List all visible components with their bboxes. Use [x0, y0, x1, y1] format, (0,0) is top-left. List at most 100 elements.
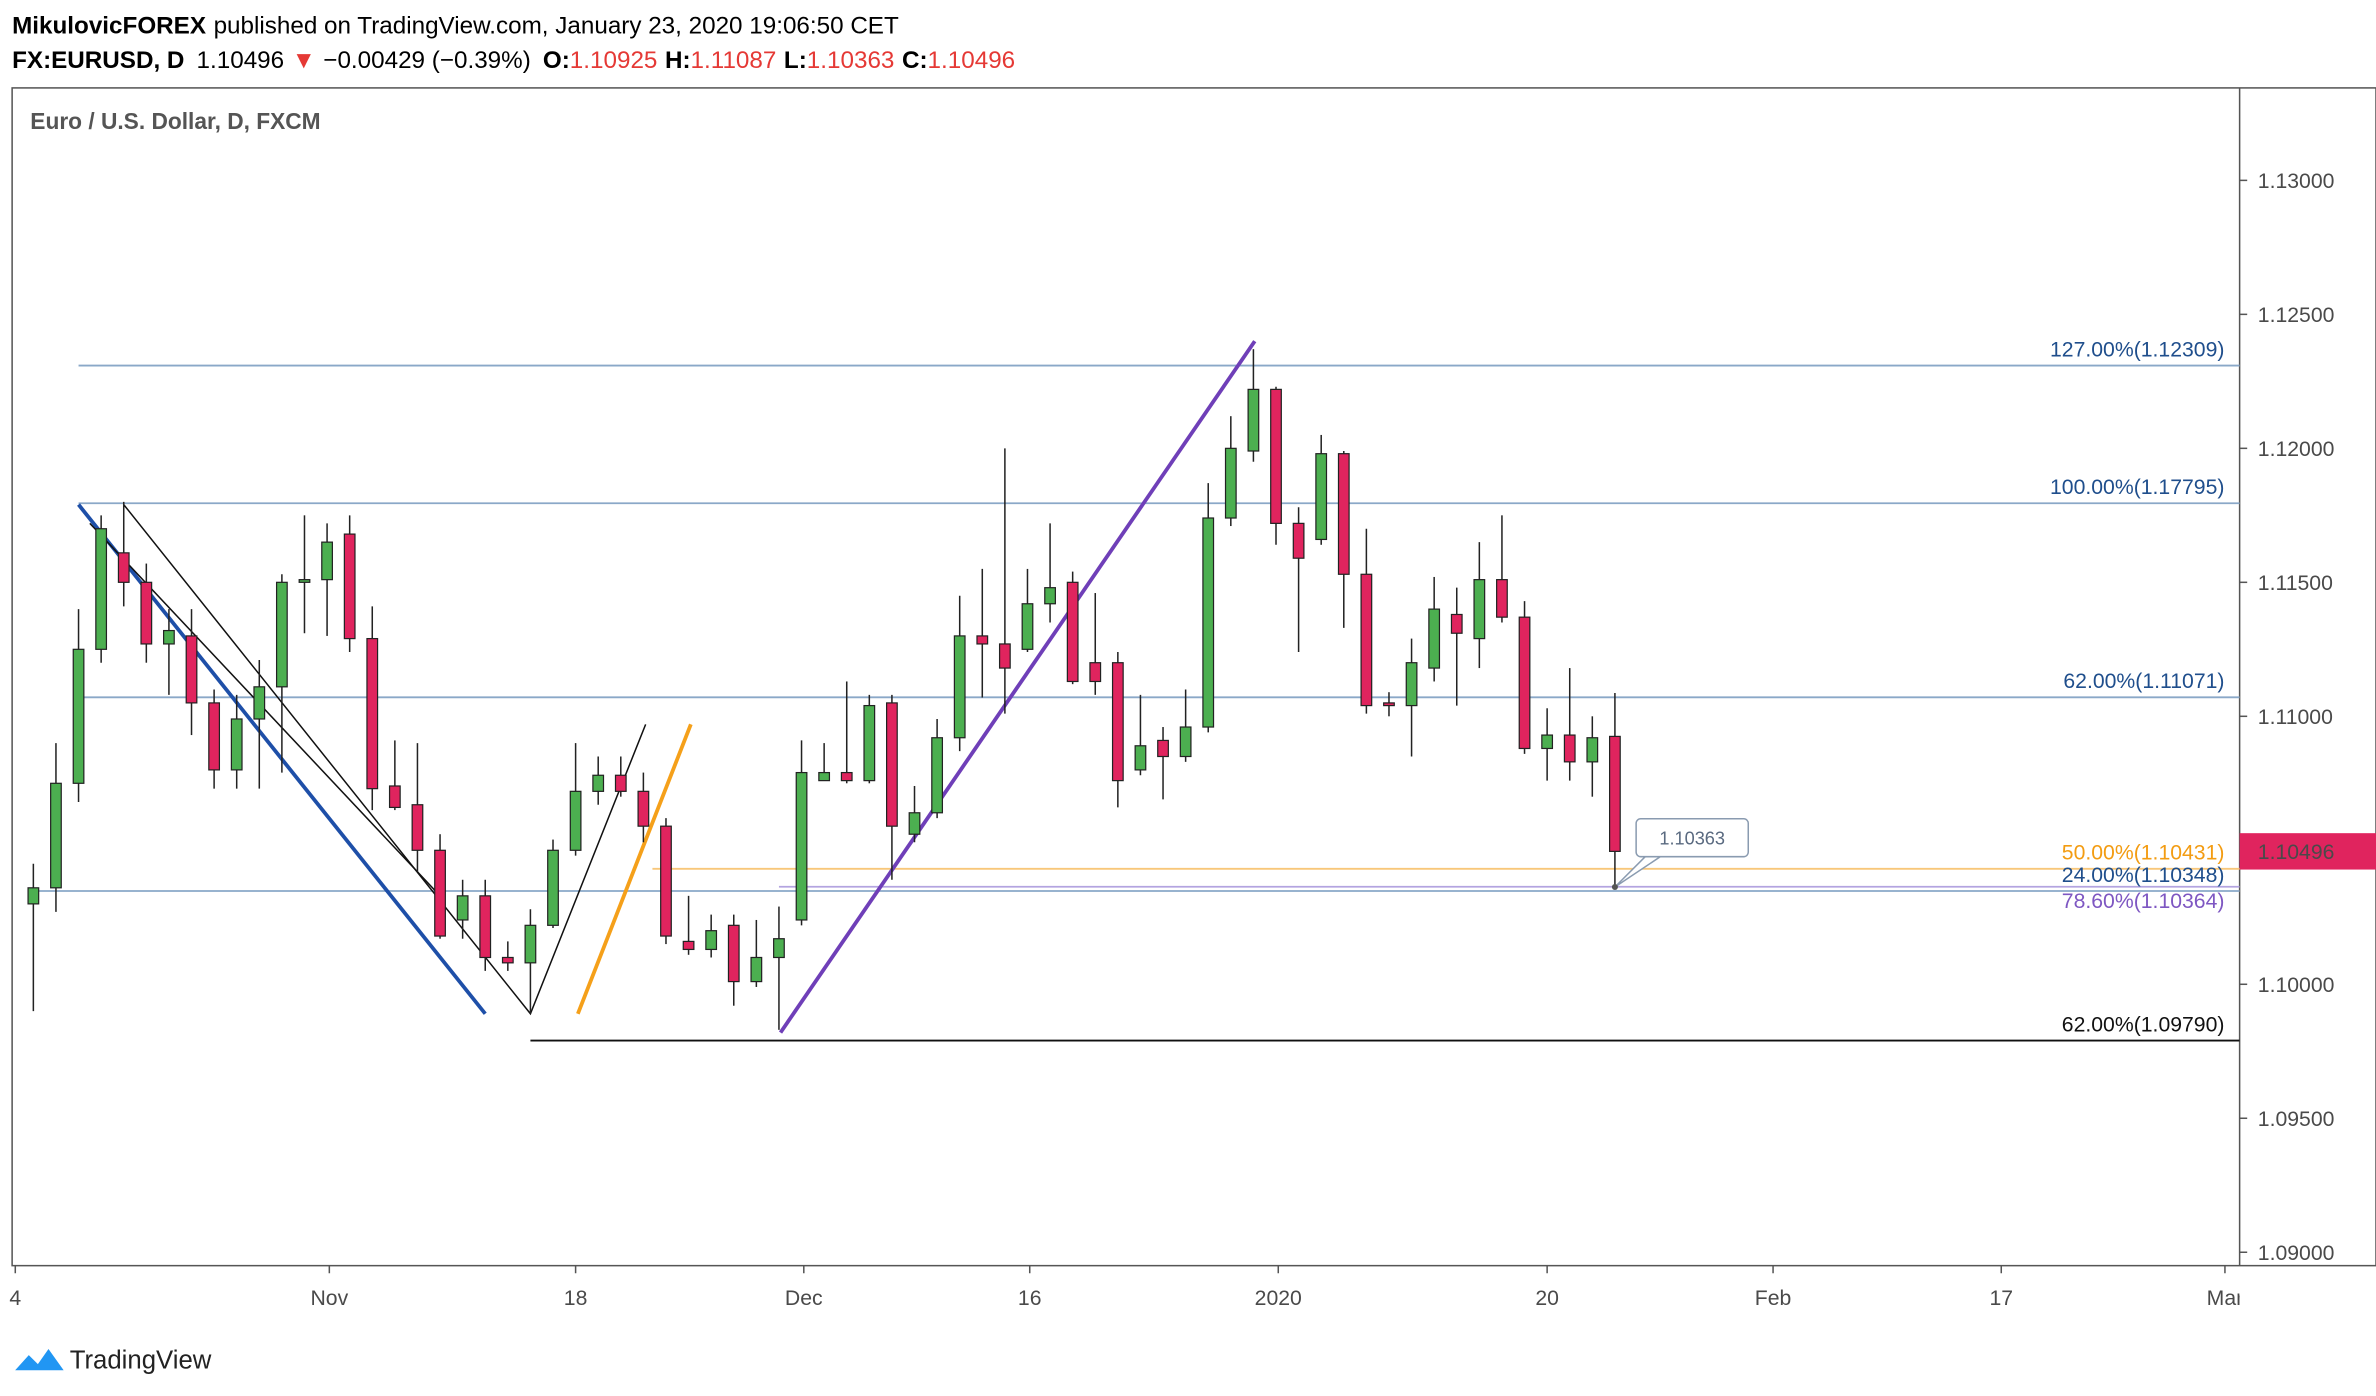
candle-body [592, 774, 605, 792]
header-line-1: MikulovicFOREX published on TradingView.c… [12, 12, 899, 39]
candle-body [569, 790, 582, 851]
trend-line [576, 723, 693, 1015]
brand: TradingView [70, 1347, 212, 1375]
candle-body [185, 635, 198, 704]
y-tick-label: 1.13000 [2258, 170, 2335, 193]
candle-body [456, 895, 469, 921]
candle-body [343, 533, 356, 640]
candle-body [931, 737, 944, 814]
fib-level-label: 62.00%(1.11071) [2063, 670, 2224, 693]
candle-body [1089, 662, 1102, 683]
x-tick-label: Dec [785, 1287, 823, 1310]
y-tick-label: 1.09500 [2258, 1108, 2335, 1131]
author: MikulovicFOREX [12, 12, 206, 39]
trend-line [778, 340, 1257, 1034]
candle-body [524, 924, 537, 964]
low-point [1611, 883, 1618, 891]
candle-body [1292, 522, 1305, 559]
fib-level-label: 50.00%(1.10431) [2062, 842, 2225, 865]
x-tick-label: 17 [1989, 1287, 2013, 1310]
fib-level-label: 62.00%(1.09790) [2062, 1013, 2225, 1036]
candle-body [1021, 603, 1034, 650]
candle-body [434, 849, 446, 937]
logo [15, 1349, 64, 1371]
callout-pointer [1614, 855, 1663, 888]
candle-body [1428, 608, 1441, 669]
callout-box [1635, 818, 1750, 858]
candle-body [614, 774, 627, 792]
candle-body [795, 771, 808, 921]
ohlc-key: C: [902, 47, 928, 74]
published: published on TradingView.com, January 23… [214, 12, 899, 39]
candle-body [1518, 616, 1531, 750]
header-line-2: FX:EURUSD, D 1.10496 ▼ −0.00429 (−0.39%) O:1… [12, 47, 1015, 74]
x-tick-label: Nov [310, 1287, 348, 1310]
fib-level-label: 78.60%(1.10364) [2062, 890, 2225, 913]
y-tick-label: 1.09000 [2258, 1242, 2335, 1265]
candle-body [1337, 453, 1350, 575]
candle-body [727, 924, 740, 983]
candle-body [1179, 726, 1192, 758]
candle-body [479, 895, 492, 959]
last-price-label: 1.10496 [2258, 841, 2335, 864]
chart-frame [11, 87, 2376, 1267]
y-tick-label: 1.10000 [2258, 974, 2335, 997]
candle-body [840, 771, 853, 782]
symbol: FX:EURUSD, D [12, 47, 184, 74]
candle-body [998, 643, 1011, 669]
candle-body [1360, 573, 1373, 707]
candle-body [208, 702, 221, 771]
candle-body [72, 648, 85, 784]
candle-body [1315, 453, 1328, 541]
ohlc-value: 1.10925 [570, 47, 658, 74]
ohlc-value: 1.10363 [807, 47, 895, 74]
candle-body [818, 771, 831, 782]
candle-body [1586, 737, 1599, 763]
candle-body [1473, 579, 1486, 640]
ohlc-key: H: [665, 47, 691, 74]
candle-body [501, 956, 514, 964]
candle-body [1609, 735, 1621, 852]
change: −0.00429 (−0.39%) [323, 47, 530, 74]
candle-body [1383, 702, 1395, 707]
x-tick-label: 20 [1535, 1287, 1559, 1310]
candle-body [1563, 734, 1576, 763]
candle-body [1111, 662, 1124, 782]
last: 1.10496 [197, 47, 285, 74]
y-tick-label: 1.12500 [2258, 304, 2335, 327]
trend-line [123, 504, 647, 1016]
ohlc-key: L: [784, 47, 807, 74]
fib-level-label: 127.00%(1.12309) [2050, 338, 2224, 361]
candle-body [908, 812, 921, 835]
candle-body [682, 940, 695, 951]
ohlc-key: O: [543, 47, 570, 74]
callout-label: 1.10363 [1659, 829, 1725, 849]
candle-body [163, 629, 175, 645]
candle-body [1202, 517, 1215, 728]
candle-body [1066, 581, 1079, 683]
logo-icon [15, 1349, 64, 1371]
candle-body [1224, 447, 1237, 519]
candle-body [1157, 739, 1169, 758]
candle-body [705, 930, 718, 951]
x-tick-label: 18 [564, 1287, 588, 1310]
candle-body [976, 635, 989, 645]
candle-body [1270, 388, 1282, 524]
arrow: ▼ [292, 47, 316, 74]
plot [27, 340, 2240, 1042]
candle-body [117, 552, 130, 583]
ohlc-value: 1.11087 [691, 47, 777, 74]
candle-body [50, 782, 62, 889]
x-tick-label: 2020 [1255, 1287, 1302, 1310]
candle-body [298, 579, 311, 583]
candle-body [1450, 613, 1463, 634]
candle-body [863, 704, 876, 782]
y-tick-label: 1.12000 [2258, 438, 2335, 461]
candle-body [1405, 662, 1418, 707]
axes: 1.090001.095001.100001.105001.110001.115… [9, 170, 2376, 1310]
x-axis: 4 Nov 18 Dec 16 2020 20 Feb 17 Mar [9, 1265, 2240, 1310]
y-tick-label: 1.11500 [2258, 572, 2333, 595]
candle-body [660, 825, 672, 937]
